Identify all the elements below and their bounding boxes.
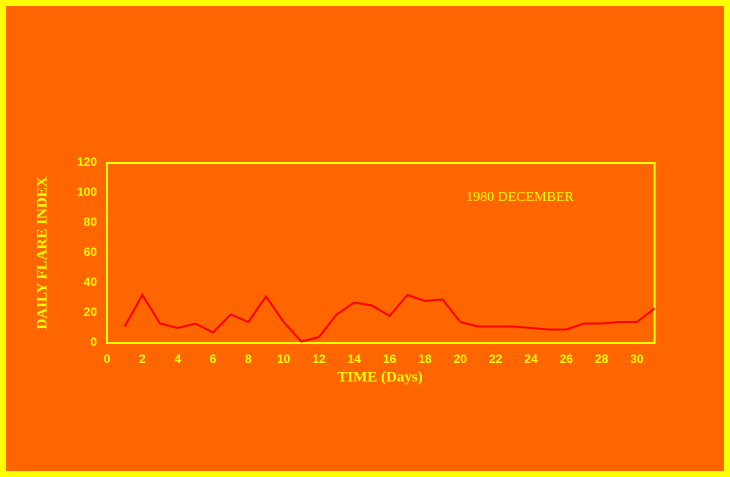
x-tick-label: 12 <box>312 352 326 366</box>
x-tick-label: 10 <box>277 352 291 366</box>
y-tick-label: 100 <box>77 185 97 199</box>
x-tick-label: 2 <box>139 352 146 366</box>
x-tick-label: 30 <box>630 352 644 366</box>
y-tick-label: 20 <box>84 305 98 319</box>
x-tick-label: 26 <box>560 352 574 366</box>
x-tick-label: 4 <box>174 352 181 366</box>
x-tick-label: 6 <box>210 352 217 366</box>
x-tick-label: 14 <box>348 352 362 366</box>
y-tick-label: 40 <box>84 275 98 289</box>
x-tick-label: 24 <box>524 352 538 366</box>
y-tick-label: 60 <box>84 245 98 259</box>
y-tick-label: 120 <box>77 155 97 169</box>
x-tick-label: 20 <box>454 352 468 366</box>
y-tick-label: 0 <box>90 335 97 349</box>
x-tick-label: 16 <box>383 352 397 366</box>
x-axis-label: TIME (Days) <box>337 369 422 385</box>
x-tick-label: 8 <box>245 352 252 366</box>
x-tick-label: 22 <box>489 352 503 366</box>
annotation: 1980 DECEMBER <box>466 190 574 205</box>
chart-background <box>6 6 724 471</box>
y-tick-label: 80 <box>84 215 98 229</box>
x-tick-label: 18 <box>418 352 432 366</box>
x-tick-label: 0 <box>104 352 111 366</box>
y-axis-label: DAILY FLARE INDEX <box>34 176 50 329</box>
data-line <box>123 293 656 343</box>
x-tick-label: 28 <box>595 352 609 366</box>
plot-frame <box>106 162 656 344</box>
